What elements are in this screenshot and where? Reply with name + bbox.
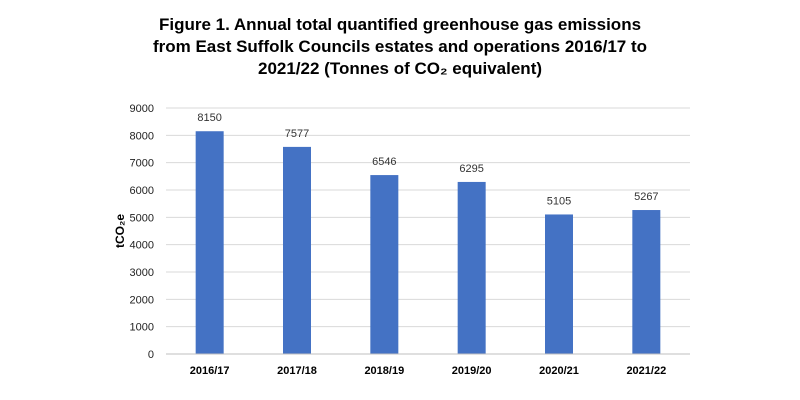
x-tick-label: 2018/19 xyxy=(364,365,404,377)
bar xyxy=(195,131,224,354)
x-tick-label: 2017/18 xyxy=(277,365,317,377)
data-label: 6546 xyxy=(372,156,396,168)
x-tick-label: 2021/22 xyxy=(626,365,666,377)
chart-title: Figure 1. Annual total quantified greenh… xyxy=(100,14,700,80)
bar xyxy=(545,214,573,354)
y-tick-label: 5000 xyxy=(130,212,154,224)
data-label: 7577 xyxy=(285,128,309,140)
x-axis-categories: 2016/17 2017/18 2018/19 2019/20 2020/21 2021/… xyxy=(190,365,666,377)
x-tick-label: 2020/21 xyxy=(539,365,579,377)
y-tick-label: 0 xyxy=(148,349,154,361)
chart-title-line-1: Figure 1. Annual total quantified greenh… xyxy=(158,15,642,34)
y-tick-label: 2000 xyxy=(130,294,154,306)
data-labels: 8150 7577 6546 6295 5105 5267 xyxy=(197,112,658,207)
gridlines xyxy=(166,107,690,328)
bar xyxy=(283,146,311,354)
bar xyxy=(457,181,486,354)
data-label: 8150 xyxy=(197,112,221,124)
data-label: 5105 xyxy=(547,195,571,207)
y-tick-label: 3000 xyxy=(130,267,154,279)
bars xyxy=(195,131,661,354)
bar xyxy=(632,210,661,354)
y-tick-label: 1000 xyxy=(130,322,154,334)
chart-title-line-3: 2021/22 (Tonnes of CO₂ equivalent) xyxy=(257,59,543,78)
chart-title-line-2: from East Suffolk Councils estates and o… xyxy=(152,37,648,56)
data-label: 6295 xyxy=(459,163,483,175)
bar xyxy=(370,175,399,354)
x-tick-label: 2019/20 xyxy=(452,365,492,377)
data-label: 5267 xyxy=(634,191,658,203)
y-tick-label: 8000 xyxy=(130,130,154,142)
y-axis-ticks: 0 1000 2000 3000 4000 5000 6000 7000 8000 9000 xyxy=(130,103,154,361)
y-tick-label: 6000 xyxy=(130,185,154,197)
y-axis-label: tCO₂e xyxy=(113,214,127,248)
y-tick-label: 9000 xyxy=(130,103,154,115)
y-tick-label: 4000 xyxy=(130,240,154,252)
x-tick-label: 2016/17 xyxy=(190,365,230,377)
y-tick-label: 7000 xyxy=(130,158,154,170)
